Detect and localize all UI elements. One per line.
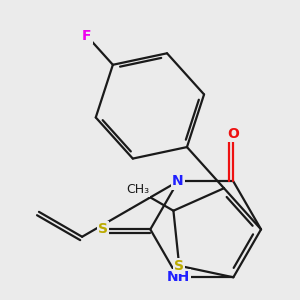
Text: F: F — [82, 29, 92, 43]
Text: NH: NH — [167, 270, 190, 284]
Text: CH₃: CH₃ — [126, 184, 149, 196]
Text: S: S — [98, 222, 108, 236]
Text: O: O — [227, 128, 239, 141]
Text: S: S — [174, 259, 184, 273]
Text: N: N — [172, 174, 184, 188]
